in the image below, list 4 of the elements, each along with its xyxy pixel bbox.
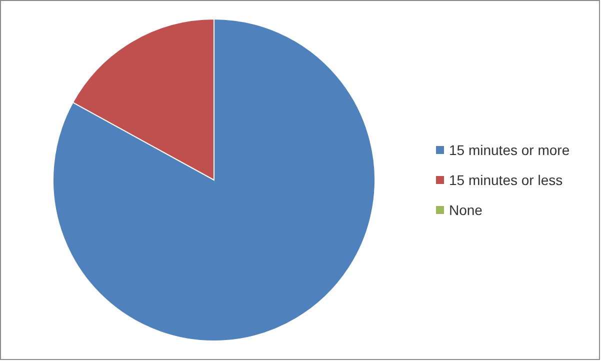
legend-label: 15 minutes or more — [449, 142, 570, 158]
legend-label: None — [449, 202, 483, 218]
legend-label: 15 minutes or less — [449, 172, 563, 188]
pie-slice — [52, 18, 376, 342]
